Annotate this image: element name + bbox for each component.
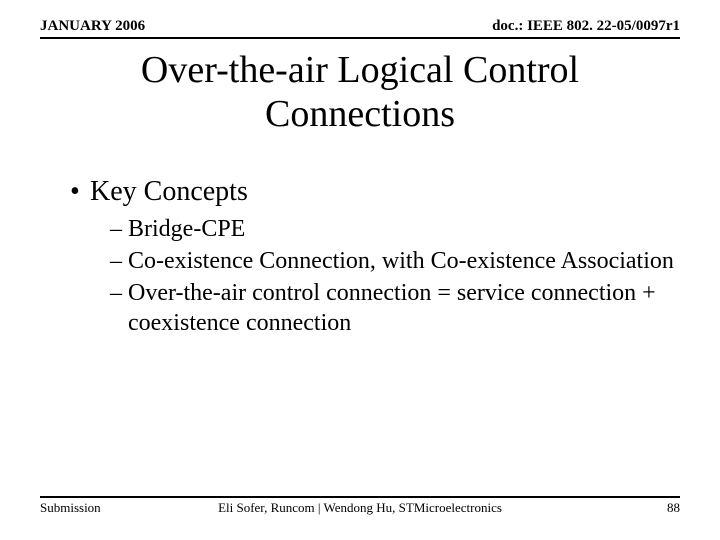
- slide-footer: Eli Sofer, Runcom | Wendong Hu, STMicroe…: [40, 496, 680, 516]
- slide-content: •Key Concepts – Bridge-CPE – Co-existenc…: [40, 176, 680, 338]
- list-item-text: Over-the-air control connection = servic…: [128, 280, 656, 336]
- footer-center: Eli Sofer, Runcom | Wendong Hu, STMicroe…: [40, 500, 680, 516]
- list-item-text: Co-existence Connection, with Co-existen…: [128, 248, 674, 274]
- bullet-icon: •: [70, 176, 90, 208]
- section-heading-text: Key Concepts: [90, 176, 248, 207]
- title-line-1: Over-the-air Logical Control: [141, 49, 579, 91]
- header-docref: doc.: IEEE 802. 22-05/0097r1: [492, 18, 680, 35]
- list-item: – Co-existence Connection, with Co-exist…: [110, 246, 680, 276]
- list-item-text: Bridge-CPE: [128, 216, 245, 242]
- footer-divider: [40, 496, 680, 498]
- footer-left: Submission: [40, 500, 101, 516]
- section-heading: •Key Concepts: [70, 176, 680, 208]
- list-item: – Over-the-air control connection = serv…: [110, 278, 680, 338]
- list-item: – Bridge-CPE: [110, 214, 680, 244]
- slide-header: JANUARY 2006 doc.: IEEE 802. 22-05/0097r…: [40, 18, 680, 39]
- slide-title: Over-the-air Logical Control Connections: [40, 49, 680, 136]
- footer-page-number: 88: [667, 500, 680, 516]
- header-date: JANUARY 2006: [40, 18, 145, 35]
- title-line-2: Connections: [265, 93, 455, 135]
- sub-list: – Bridge-CPE – Co-existence Connection, …: [110, 214, 680, 338]
